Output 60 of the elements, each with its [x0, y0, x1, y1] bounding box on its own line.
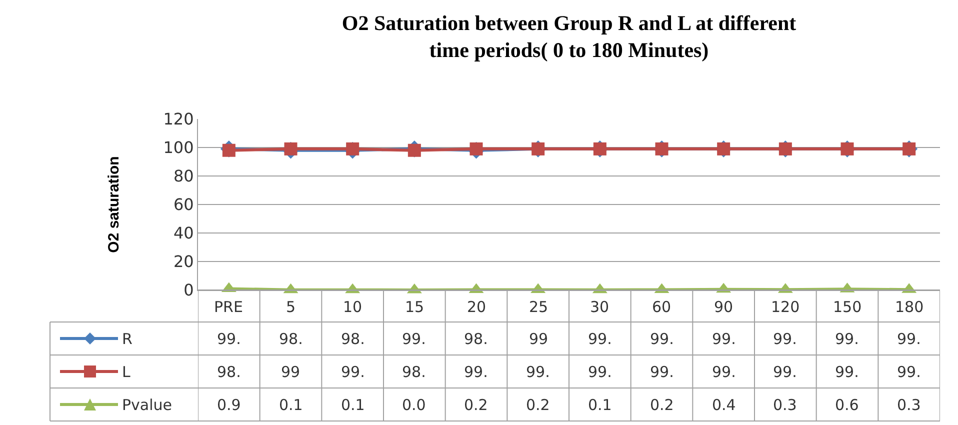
data-label: 98.: [217, 363, 241, 381]
x-tick-label: 25: [529, 298, 548, 316]
y-tick-label: 80: [173, 166, 194, 186]
data-label: 0.2: [464, 396, 488, 414]
data-label: 99.: [712, 330, 736, 348]
y-tick-label: 100: [163, 138, 194, 158]
data-label: 0.6: [835, 396, 859, 414]
data-label: 0.1: [588, 396, 612, 414]
data-label: 99.: [650, 330, 674, 348]
legend-label: Pvalue: [122, 396, 172, 414]
y-axis-title: O2 saturation: [106, 156, 123, 253]
data-label: 99.: [835, 363, 859, 381]
x-tick-label: 150: [833, 298, 862, 316]
data-label: 99.: [897, 363, 921, 381]
x-tick-label: 10: [343, 298, 362, 316]
data-label: 99.: [712, 363, 736, 381]
y-tick-label: 20: [173, 252, 194, 272]
x-tick-label: 20: [467, 298, 486, 316]
data-label: 99.: [341, 363, 365, 381]
data-label: 99.: [773, 363, 797, 381]
x-tick-label: 180: [895, 298, 924, 316]
legend-label: R: [122, 330, 132, 348]
data-label: 98.: [402, 363, 426, 381]
data-label: 0.3: [897, 396, 921, 414]
data-label: 98.: [279, 330, 303, 348]
data-label: 99.: [402, 330, 426, 348]
data-label: 99.: [464, 363, 488, 381]
x-tick-label: 30: [590, 298, 610, 316]
data-label: 0.4: [712, 396, 736, 414]
x-tick-label: PRE: [214, 298, 243, 316]
x-tick-label: 5: [286, 298, 296, 316]
y-tick-label: 60: [173, 195, 194, 214]
data-label: 0.9: [217, 396, 241, 414]
data-label: 99: [281, 363, 300, 381]
data-label: 0.1: [279, 396, 303, 414]
data-label: 0.2: [650, 396, 674, 414]
data-label: 0.2: [526, 396, 550, 414]
chart-title: O2 Saturation between Group R and L at different time periods( 0 to 180 Minutes): [342, 10, 796, 62]
data-label: 99.: [897, 330, 921, 348]
x-tick-label: 60: [652, 298, 672, 316]
data-label: 99.: [526, 363, 550, 381]
data-label: 99.: [835, 330, 859, 348]
x-tick-label: 15: [405, 298, 424, 316]
data-label: 0.0: [402, 396, 426, 414]
data-label: 99.: [650, 363, 674, 381]
data-label: 99.: [773, 330, 797, 348]
legend-label: L: [122, 363, 131, 381]
data-label: 99.: [588, 330, 612, 348]
data-label: 99: [529, 330, 548, 348]
x-tick-label: 90: [714, 298, 734, 316]
data-label: 0.3: [773, 396, 797, 414]
data-label: 98.: [341, 330, 365, 348]
y-tick-label: 0: [184, 280, 194, 300]
data-label: 99.: [217, 330, 241, 348]
y-tick-label: 120: [163, 110, 194, 129]
x-tick-label: 120: [771, 298, 800, 316]
y-tick-label: 40: [173, 224, 194, 243]
data-label: 98.: [464, 330, 488, 348]
data-label: 0.1: [341, 396, 365, 414]
data-label: 99.: [588, 363, 612, 381]
